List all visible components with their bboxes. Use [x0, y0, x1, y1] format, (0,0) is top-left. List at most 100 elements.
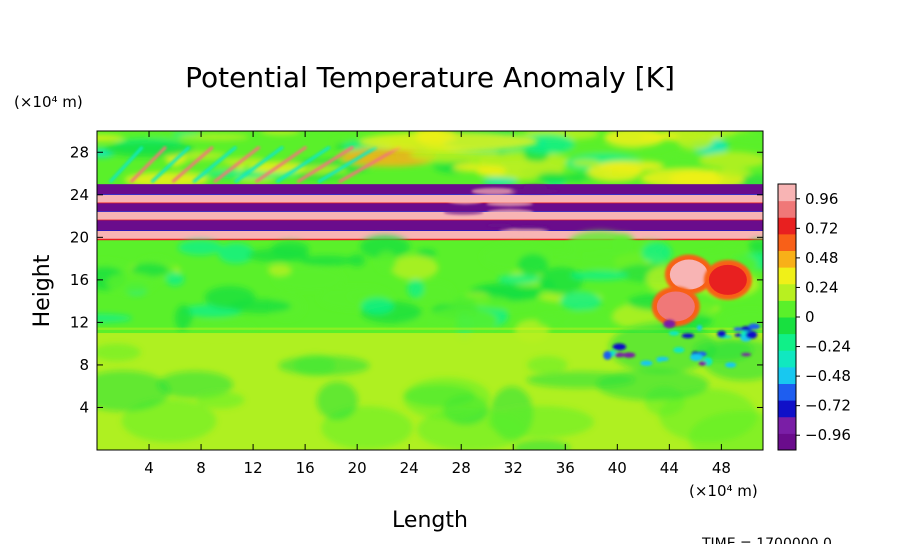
- colorbar-swatch: [778, 350, 796, 368]
- colorbar-swatch: [778, 317, 796, 335]
- x-axis-label: Length: [392, 508, 468, 533]
- cold-patch: [640, 360, 653, 366]
- lower-patch: [218, 243, 255, 264]
- cold-patch: [681, 333, 695, 339]
- lower-patch: [559, 291, 602, 311]
- cold-patch-layer: [603, 319, 760, 368]
- y-tick-label: 4: [79, 398, 89, 416]
- cold-patch: [614, 352, 625, 358]
- x-tick-label: 24: [400, 459, 419, 477]
- disturbance-patch: [443, 210, 484, 215]
- lower-patch: [177, 239, 223, 256]
- wave-stripe: [317, 145, 378, 184]
- x-tick-label: 36: [556, 459, 575, 477]
- wave-striations: [108, 145, 401, 184]
- bottom-patch: [403, 377, 491, 420]
- plume-layer: [651, 254, 752, 327]
- disturbance-patch: [522, 184, 549, 189]
- lower-patch: [299, 255, 354, 266]
- band-layer: [97, 184, 763, 241]
- cold-patch: [698, 361, 707, 366]
- upper-patch: [178, 134, 249, 141]
- y-unit-label: (×10⁴ m): [14, 93, 83, 111]
- plume-core: [669, 259, 708, 290]
- lower-patch: [267, 264, 292, 277]
- chart-title: Potential Temperature Anomaly [K]: [185, 61, 675, 94]
- wave-stripe: [254, 145, 308, 184]
- wave-stripe: [296, 145, 355, 184]
- upper-patch: [482, 177, 518, 186]
- bottom-patch: [702, 339, 763, 381]
- cold-patch: [741, 330, 746, 337]
- disturbance-patch: [509, 188, 561, 194]
- bottom-patch: [278, 355, 370, 376]
- upper-patch: [176, 159, 239, 174]
- lower-patch: [360, 297, 394, 315]
- x-tick-label: 40: [608, 459, 627, 477]
- x-tick-label: 4: [144, 459, 154, 477]
- lower-patch: [204, 286, 256, 310]
- x-tick-label: 16: [296, 459, 315, 477]
- lower-patch: [426, 307, 498, 334]
- wave-stripe: [129, 145, 168, 184]
- bottom-patch: [196, 391, 245, 409]
- lower-patch: [440, 295, 510, 308]
- colorbar-swatch: [778, 416, 796, 434]
- disturbance-patch: [471, 187, 518, 195]
- cold-patch: [741, 352, 752, 357]
- bottom-patch: [513, 439, 570, 450]
- upper-patch: [714, 168, 752, 178]
- upper-patch: [561, 147, 642, 154]
- x-tick-label: 12: [244, 459, 263, 477]
- band-disturbance: [443, 184, 561, 235]
- bottom-patch: [527, 356, 568, 374]
- colorbar: 0.96 0.72 0.48 0.24 0 −0.24 −0.48 −0.72 −0.96: [777, 183, 851, 451]
- upper-patch: [676, 131, 714, 150]
- colorbar-swatch: [778, 250, 796, 268]
- y-axis-label: Height: [30, 254, 55, 327]
- x-tick-label: 20: [348, 459, 367, 477]
- y-ticks: 4 8 12 16 20 24 28: [70, 143, 763, 416]
- upper-patch: [699, 151, 763, 169]
- upper-patch: [571, 159, 600, 167]
- lower-patch: [359, 235, 411, 259]
- lower-patch: [247, 248, 310, 263]
- colorbar-swatch: [778, 433, 796, 451]
- wave-stripe: [192, 145, 238, 184]
- y-tick-label: 24: [70, 186, 89, 204]
- y-tick-label: 28: [70, 143, 89, 161]
- y-tick-label: 20: [70, 228, 89, 246]
- wave-stripe: [338, 145, 401, 184]
- upper-layer-texture: [97, 131, 763, 193]
- upper-patch: [475, 165, 507, 177]
- colorbar-tick-label: −0.24: [805, 338, 851, 356]
- x-ticks: 4 8 12 16 20 24 28 32 36 40 44 48: [144, 131, 731, 477]
- anomaly-band: [97, 194, 763, 204]
- wave-stripe: [150, 145, 191, 184]
- colorbar-tick-label: 0.96: [805, 190, 838, 208]
- lower-patch: [407, 279, 425, 298]
- cold-patch: [612, 343, 627, 351]
- y-tick-label: 8: [79, 356, 89, 374]
- lower-patch: [542, 251, 613, 263]
- lower-patch: [376, 251, 397, 273]
- cold-patch: [745, 330, 758, 339]
- colorbar-swatch: [778, 200, 796, 218]
- bottom-patch: [121, 399, 217, 443]
- colorbar-tick-label: 0.72: [805, 219, 838, 237]
- colorbar-swatch: [778, 366, 796, 384]
- upper-patch: [537, 172, 567, 183]
- cold-patch: [717, 330, 727, 338]
- bottom-layer-texture: [97, 322, 763, 450]
- disturbance-patch: [486, 201, 533, 207]
- lower-patch: [570, 270, 629, 281]
- colorbar-swatch: [778, 267, 796, 285]
- y-tick-label: 16: [70, 271, 89, 289]
- upper-warm-patch: [358, 131, 539, 152]
- lower-patch: [748, 238, 763, 254]
- colorbar-tick-label: −0.48: [805, 367, 851, 385]
- upper-patch: [260, 131, 301, 136]
- cold-patch: [668, 330, 680, 336]
- colorbar-swatch: [778, 217, 796, 235]
